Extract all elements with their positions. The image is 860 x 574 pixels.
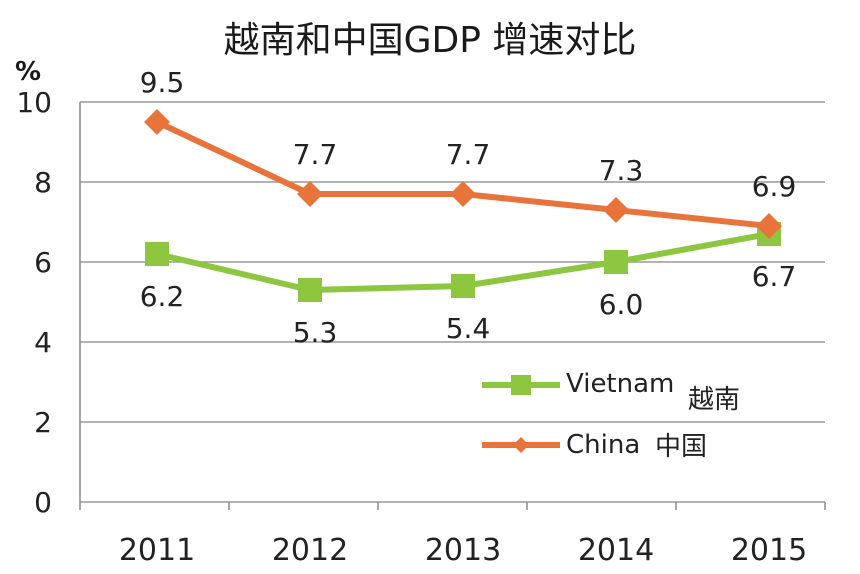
legend-label-vietnam-cn: 越南: [688, 385, 740, 415]
y-tick-label-8: 8: [34, 166, 52, 199]
data-label-vietnam-2011: 6.2: [140, 280, 185, 313]
x-tick-label-2011: 2011: [119, 533, 195, 568]
point-china-2011: [144, 109, 170, 135]
point-vietnam-2014: [604, 250, 628, 274]
y-tick-label-10: 10: [16, 86, 52, 119]
legend-marker-vietnam: [511, 375, 531, 395]
y-tick-label-6: 6: [34, 246, 52, 279]
legend-label-china-cn: 中国: [655, 432, 707, 462]
point-china-2015: [756, 213, 782, 239]
data-label-vietnam-2014: 6.0: [599, 288, 644, 321]
x-axis-ticks: 2011 2012 2013 2014 2015: [119, 533, 807, 568]
point-vietnam-2011: [145, 242, 169, 266]
point-china-2013: [450, 181, 476, 207]
data-label-china-2012: 7.7: [293, 138, 338, 171]
legend-marker-china: [513, 437, 529, 453]
point-vietnam-2012: [298, 278, 322, 302]
x-tick-label-2013: 2013: [425, 533, 501, 568]
point-china-2012: [297, 181, 323, 207]
data-label-vietnam-2012: 5.3: [293, 316, 338, 349]
legend-label-china: China: [566, 430, 640, 460]
point-china-2014: [603, 197, 629, 223]
y-tick-label-0: 0: [34, 486, 52, 519]
x-tick-label-2014: 2014: [578, 533, 654, 568]
chart-title: 越南和中国GDP 增速对比: [224, 20, 637, 61]
series-lines: [144, 109, 782, 302]
data-label-china-2013: 7.7: [446, 138, 491, 171]
point-vietnam-2013: [451, 274, 475, 298]
y-tick-label-2: 2: [34, 406, 52, 439]
data-label-china-2014: 7.3: [599, 154, 644, 187]
data-label-china-2015: 6.9: [752, 170, 797, 203]
x-tick-label-2015: 2015: [731, 533, 807, 568]
legend-label-vietnam: Vietnam: [566, 369, 674, 399]
data-label-vietnam-2015: 6.7: [752, 260, 797, 293]
y-axis-ticks: 0 2 4 6 8 10: [16, 86, 52, 519]
data-label-china-2011: 9.5: [140, 66, 185, 99]
data-labels: 6.2 5.3 5.4 6.0 6.7 9.5 7.7 7.7 7.3 6.9: [140, 66, 797, 349]
y-tick-label-4: 4: [34, 326, 52, 359]
data-label-vietnam-2013: 5.4: [446, 312, 491, 345]
legend: Vietnam 越南 China 中国: [482, 369, 740, 462]
gridlines: [79, 101, 826, 510]
y-axis-unit-label: %: [15, 57, 41, 87]
x-tick-label-2012: 2012: [272, 533, 348, 568]
